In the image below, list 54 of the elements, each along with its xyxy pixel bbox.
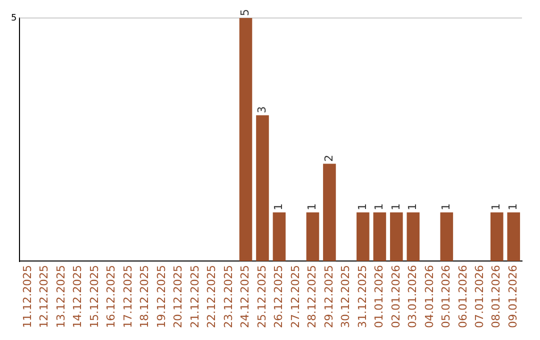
x-tick-label: 15.12.2025 xyxy=(88,265,101,328)
x-tick-label: 20.12.2025 xyxy=(172,265,185,328)
x-tick-label: 22.12.2025 xyxy=(205,265,218,328)
data-label: 1 xyxy=(372,203,386,210)
x-tick-label: 23.12.2025 xyxy=(222,265,235,328)
bar xyxy=(406,212,420,262)
x-tick-label: 11.12.2025 xyxy=(20,265,34,328)
data-label: 2 xyxy=(322,154,336,162)
x-tick-label: 04.01.2026 xyxy=(422,265,436,328)
x-tick-label: 05.01.2026 xyxy=(440,265,453,328)
x-tick-label: 09.01.2026 xyxy=(506,265,520,328)
x-tick-label: 18.12.2025 xyxy=(138,265,152,328)
bar xyxy=(306,212,320,262)
x-tick-label: 14.12.2025 xyxy=(71,265,84,328)
x-tick-label: 29.12.2025 xyxy=(322,265,336,328)
x-tick-label: 31.12.2025 xyxy=(356,265,369,328)
bar xyxy=(239,18,252,262)
x-tick-label: 19.12.2025 xyxy=(154,265,168,328)
data-label: 1 xyxy=(406,203,420,210)
bar xyxy=(373,212,386,262)
x-tick-label: 25.12.2025 xyxy=(255,265,268,328)
bar xyxy=(490,212,504,262)
bar xyxy=(356,212,370,262)
x-tick-label: 30.12.2025 xyxy=(339,265,352,328)
data-label: 1 xyxy=(490,203,503,210)
x-tick-label: 12.12.2025 xyxy=(38,265,51,328)
x-tick-label: 02.01.2026 xyxy=(389,265,402,328)
data-label: 3 xyxy=(255,106,268,114)
x-tick-label: 03.01.2026 xyxy=(406,265,420,328)
data-label: 1 xyxy=(356,203,369,210)
x-tick-label: 08.01.2026 xyxy=(490,265,503,328)
bar xyxy=(256,115,269,262)
bar xyxy=(272,212,286,262)
x-tick-label: 13.12.2025 xyxy=(54,265,68,328)
data-label: 1 xyxy=(272,203,286,210)
x-tick-label: 26.12.2025 xyxy=(272,265,286,328)
x-tick-label: 21.12.2025 xyxy=(188,265,202,328)
data-label: 1 xyxy=(306,203,319,210)
bar xyxy=(390,212,403,262)
bar xyxy=(323,164,336,262)
x-tick-label: 01.01.2026 xyxy=(372,265,386,328)
bar xyxy=(440,212,454,262)
data-label: 5 xyxy=(238,9,252,16)
x-tick-label: 28.12.2025 xyxy=(306,265,319,328)
data-label: 1 xyxy=(506,203,520,210)
x-tick-label: 16.12.2025 xyxy=(104,265,118,328)
x-tick-label: 17.12.2025 xyxy=(121,265,134,328)
x-tick-label: 24.12.2025 xyxy=(238,265,252,328)
x-tick-label: 06.01.2026 xyxy=(456,265,470,328)
bar xyxy=(507,212,520,262)
x-tick-label: 27.12.2025 xyxy=(288,265,302,328)
data-label: 1 xyxy=(389,203,402,210)
x-tick-label: 07.01.2026 xyxy=(473,265,486,328)
data-label: 1 xyxy=(440,203,453,210)
